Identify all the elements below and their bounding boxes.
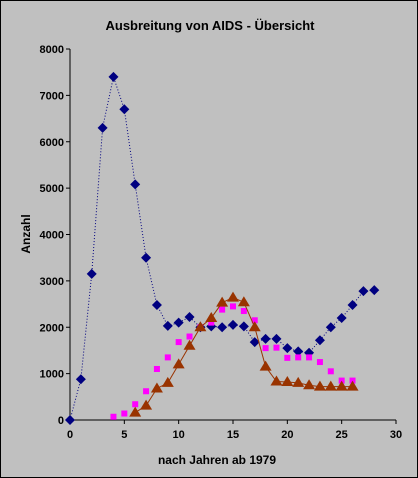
data-point-triangle (216, 296, 229, 307)
data-point-square (240, 308, 247, 315)
plot-area (70, 49, 396, 420)
data-point-triangle (346, 380, 359, 391)
data-point-square (153, 365, 160, 372)
data-point-triangle (324, 380, 337, 391)
y-axis-label: Anzahl (19, 214, 33, 253)
y-tick-label: 7000 (40, 90, 64, 102)
data-point-diamond (141, 252, 152, 263)
data-point-square (121, 410, 128, 417)
data-point-diamond (75, 374, 86, 385)
y-tick-label: 2000 (40, 322, 64, 334)
data-point-diamond (358, 286, 369, 297)
data-point-square (316, 359, 323, 366)
data-point-diamond (130, 179, 141, 190)
data-point-square (208, 319, 215, 326)
data-point-triangle (150, 382, 163, 393)
data-point-diamond (325, 322, 336, 333)
data-point-triangle (248, 321, 261, 332)
data-point-diamond (336, 312, 347, 323)
data-point-triangle (172, 358, 185, 369)
x-tick-label: 0 (67, 429, 73, 441)
data-point-square (186, 333, 193, 340)
data-point-diamond (151, 299, 162, 310)
data-point-square (295, 354, 302, 361)
data-point-triangle (140, 399, 153, 410)
data-point-diamond (162, 320, 173, 331)
series-2 (110, 303, 356, 420)
data-point-triangle (194, 321, 207, 332)
data-point-square (132, 401, 139, 408)
series-layer (65, 71, 380, 425)
y-tick-label: 0 (58, 415, 64, 427)
y-tick-label: 6000 (40, 137, 64, 149)
data-point-diamond (249, 337, 260, 348)
data-point-triangle (237, 296, 250, 307)
data-point-square (262, 345, 269, 352)
data-point-diamond (119, 104, 130, 115)
y-tick-label: 1000 (40, 369, 64, 381)
data-point-triangle (270, 375, 283, 386)
data-point-diamond (173, 317, 184, 328)
y-tick-label: 4000 (40, 230, 64, 242)
x-tick-label: 25 (336, 429, 348, 441)
data-point-square (230, 303, 236, 310)
data-point-diamond (238, 321, 249, 332)
data-point-triangle (335, 380, 348, 391)
data-point-triangle (259, 360, 272, 371)
data-point-diamond (347, 299, 358, 310)
data-point-square (338, 377, 345, 384)
data-point-diamond (108, 71, 119, 82)
data-point-diamond (271, 333, 282, 344)
data-point-diamond (184, 312, 195, 323)
data-point-square (284, 354, 291, 361)
data-point-diamond (217, 322, 228, 333)
x-axis-label: nach Jahren ab 1979 (158, 453, 276, 467)
y-axis: 0 1000 2000 3000 4000 5000 6000 7000 8000 (40, 44, 71, 427)
data-point-triangle (292, 376, 305, 387)
data-point-triangle (205, 311, 218, 322)
x-tick-label: 30 (390, 429, 402, 441)
y-tick-label: 3000 (40, 276, 64, 288)
data-point-diamond (369, 285, 380, 296)
y-tick-label: 5000 (40, 183, 64, 195)
data-point-triangle (313, 380, 326, 391)
x-axis: 0 5 10 15 20 25 30 (67, 419, 402, 441)
data-point-diamond (228, 319, 238, 330)
data-point-square (349, 377, 356, 384)
data-point-triangle (303, 379, 316, 390)
x-tick-label: 10 (173, 429, 185, 441)
data-point-square (164, 354, 171, 361)
data-point-square (273, 344, 280, 351)
data-point-square (110, 413, 117, 420)
data-point-triangle (129, 406, 142, 417)
data-point-diamond (97, 122, 108, 133)
data-point-triangle (281, 375, 294, 386)
y-tick-label: 8000 (40, 44, 64, 56)
data-point-square (306, 354, 313, 361)
data-point-diamond (314, 335, 325, 346)
x-tick-label: 15 (227, 429, 239, 441)
data-point-diamond (260, 333, 271, 344)
data-point-square (175, 339, 182, 346)
data-point-triangle (227, 291, 239, 302)
data-point-square (251, 317, 258, 324)
data-point-diamond (65, 415, 75, 425)
x-tick-label: 20 (281, 429, 293, 441)
data-point-square (327, 368, 334, 375)
data-point-square (143, 388, 150, 395)
data-point-diamond (282, 343, 293, 354)
data-point-triangle (161, 376, 174, 387)
chart-title: Ausbreitung von AIDS - Übersicht (106, 18, 316, 33)
series-3 (129, 291, 359, 417)
series-1 (65, 71, 380, 425)
data-point-diamond (86, 268, 97, 279)
data-point-diamond (293, 346, 304, 357)
data-point-square (219, 306, 226, 313)
x-tick-label: 5 (121, 429, 127, 441)
data-point-triangle (183, 339, 196, 350)
